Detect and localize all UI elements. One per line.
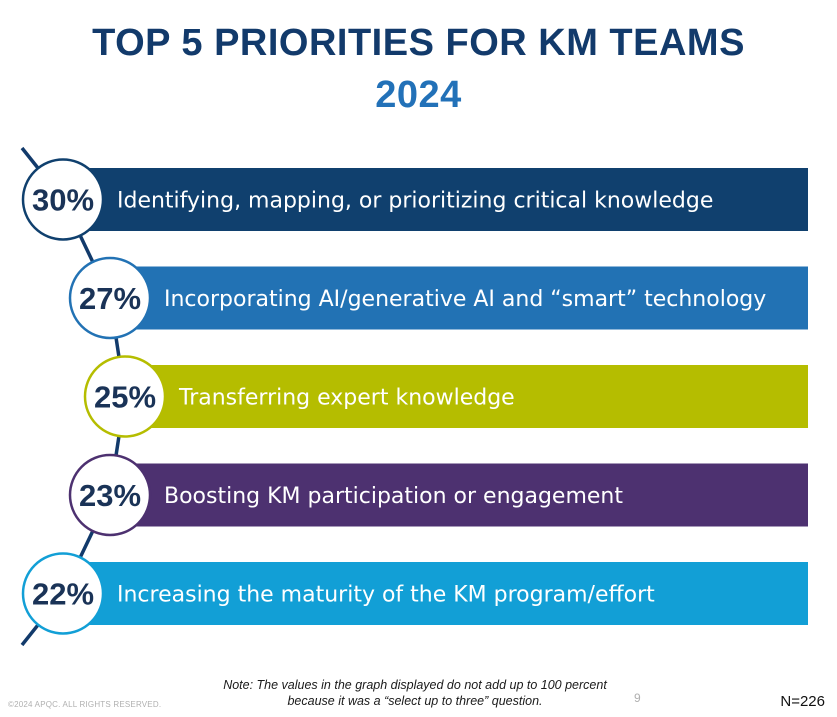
percent-label-1: 30% xyxy=(32,183,94,218)
percent-circle-4 xyxy=(68,453,152,537)
footnote: Note: The values in the graph displayed … xyxy=(223,678,607,708)
bar-label-2: Incorporating AI/generative AI and “smar… xyxy=(164,287,766,312)
bar-1 xyxy=(63,168,808,231)
percent-label-3: 25% xyxy=(94,380,156,415)
copyright: ©2024 APQC. ALL RIGHTS RESERVED. xyxy=(8,700,162,709)
percent-circle-5 xyxy=(21,552,105,635)
page-number: 9 xyxy=(634,691,641,705)
percent-circle-2 xyxy=(68,256,152,340)
bar-5 xyxy=(63,562,808,625)
percent-circle-1 xyxy=(21,158,105,241)
chart-year: 2024 xyxy=(375,74,462,116)
bar-label-5: Increasing the maturity of the KM progra… xyxy=(117,583,655,608)
sample-size: N=226 xyxy=(780,693,825,710)
percent-circle-3 xyxy=(83,355,167,438)
bar-label-1: Identifying, mapping, or prioritizing cr… xyxy=(117,189,713,214)
percent-label-4: 23% xyxy=(79,478,141,513)
bar-4 xyxy=(110,463,808,527)
bar-3 xyxy=(125,365,808,428)
percent-label-5: 22% xyxy=(32,577,94,612)
chart-title: TOP 5 PRIORITIES FOR KM TEAMS xyxy=(92,22,745,64)
bar-label-4: Boosting KM participation or engagement xyxy=(164,484,623,509)
bar-label-3: Transferring expert knowledge xyxy=(178,386,515,411)
percent-label-2: 27% xyxy=(79,281,141,316)
priorities-chart: 30% Identifying, mapping, or prioritizing… xyxy=(20,146,808,647)
bar-2 xyxy=(110,266,808,330)
